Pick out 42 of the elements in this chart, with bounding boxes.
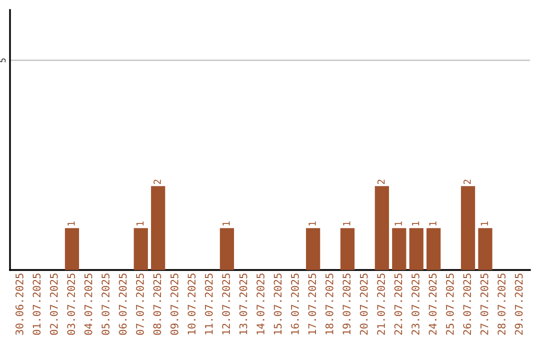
data-label: 1 <box>394 221 402 226</box>
x-tick-label: 11.07.2025 <box>204 274 213 334</box>
x-tick-label: 09.07.2025 <box>170 274 178 335</box>
x-tick-label: 18.07.2025 <box>325 274 334 334</box>
x-tick-label: 26.07.2025 <box>463 274 472 335</box>
data-label: 1 <box>412 221 420 226</box>
x-tick-label: 30.06.2025 <box>16 274 24 335</box>
data-label: 1 <box>222 221 230 226</box>
x-tick-label: 02.07.2025 <box>50 274 58 335</box>
data-label: 1 <box>480 221 488 226</box>
x-tick-label: 03.07.2025 <box>67 274 76 335</box>
x-tick-label: 14.07.2025 <box>256 274 264 334</box>
data-label: 1 <box>429 221 436 226</box>
x-tick-label: 06.07.2025 <box>118 274 127 335</box>
x-tick-label: 22.07.2025 <box>394 274 402 335</box>
x-tick-label: 05.07.2025 <box>102 274 110 335</box>
x-tick-label: 04.07.2025 <box>84 274 92 335</box>
x-tick-label: 13.07.2025 <box>239 274 248 334</box>
x-tick-label: 01.07.2025 <box>32 274 41 335</box>
x-tick-label: 10.07.2025 <box>188 274 196 334</box>
data-label: 2 <box>377 180 385 184</box>
data-label: 2 <box>464 180 471 184</box>
x-tick-label: 08.07.2025 <box>153 274 162 335</box>
data-label: 1 <box>136 221 144 226</box>
x-tick-label: 16.07.2025 <box>291 274 299 334</box>
data-label: 1 <box>308 221 316 226</box>
x-tick-label: 28.07.2025 <box>498 274 506 335</box>
x-tick-label: 27.07.2025 <box>480 274 488 335</box>
data-label: 1 <box>68 221 75 226</box>
x-tick-label: 25.07.2025 <box>446 274 454 335</box>
x-tick-label: 15.07.2025 <box>274 274 282 334</box>
x-tick-label: 24.07.2025 <box>428 274 437 335</box>
x-tick-label: 07.07.2025 <box>136 274 144 335</box>
x-tick-label: 19.07.2025 <box>342 274 351 334</box>
x-tick-label: 12.07.2025 <box>222 274 230 334</box>
x-tick-label: 23.07.2025 <box>412 274 420 335</box>
x-tick-label: 29.07.2025 <box>514 274 523 335</box>
data-label: 2 <box>154 180 161 184</box>
data-label: 1 <box>343 221 350 226</box>
x-tick-label: 17.07.2025 <box>308 274 316 334</box>
x-tick-label: 20.07.2025 <box>360 274 368 335</box>
x-tick-label: 21.07.2025 <box>377 274 385 335</box>
